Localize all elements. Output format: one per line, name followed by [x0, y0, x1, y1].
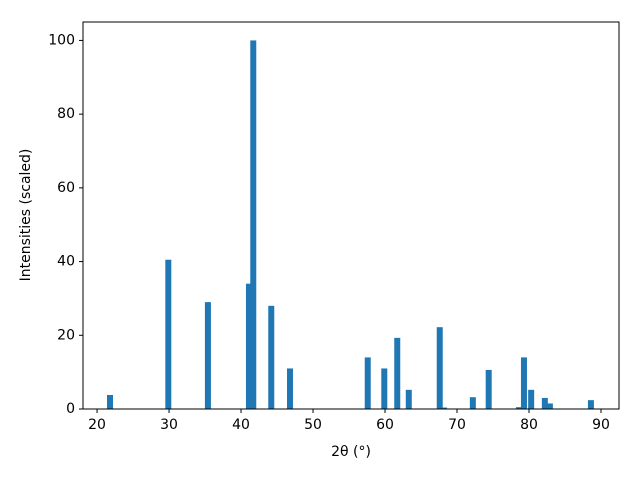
bar: [546, 403, 553, 409]
bar: [485, 369, 492, 409]
bar: [381, 368, 388, 409]
y-axis-label: Intensities (scaled): [18, 149, 34, 282]
bar: [587, 400, 594, 409]
x-tick-label: 60: [376, 417, 394, 433]
y-tick-label: 80: [57, 106, 75, 122]
x-tick-label: 30: [160, 417, 178, 433]
bar: [245, 283, 252, 409]
bar: [469, 397, 476, 409]
y-tick-label: 40: [57, 254, 75, 270]
x-tick-label: 70: [448, 417, 466, 433]
bar: [520, 357, 527, 409]
bar: [364, 357, 371, 409]
x-tick-label: 20: [88, 417, 106, 433]
plot-frame: [82, 21, 620, 410]
bar: [541, 397, 548, 409]
y-tick-label: 60: [57, 180, 75, 196]
y-tick-label: 100: [48, 32, 75, 48]
bar: [165, 259, 172, 409]
bar: [250, 40, 257, 410]
bar: [204, 302, 211, 409]
x-axis-label: 2θ (°): [331, 444, 371, 460]
bar: [394, 337, 401, 409]
bar: [405, 389, 412, 409]
y-tick-label: 20: [57, 327, 75, 343]
bar: [441, 407, 448, 409]
x-tick-label: 90: [592, 417, 610, 433]
x-tick-label: 40: [232, 417, 250, 433]
x-tick-label: 50: [304, 417, 322, 433]
x-tick-label: 80: [520, 417, 538, 433]
bar: [436, 327, 443, 409]
bar: [286, 368, 293, 409]
bar: [106, 394, 113, 409]
bar: [528, 389, 535, 409]
bar: [515, 407, 522, 409]
bar: [268, 305, 275, 409]
y-tick-label: 0: [66, 401, 75, 417]
